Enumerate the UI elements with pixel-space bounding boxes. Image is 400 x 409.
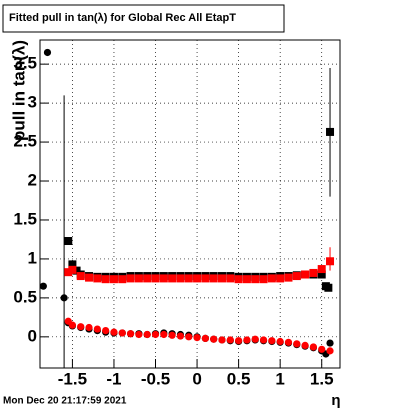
square-marker — [201, 274, 210, 283]
square-marker — [68, 265, 77, 274]
square-marker — [217, 274, 226, 283]
square-marker — [151, 274, 160, 283]
square-marker — [118, 275, 127, 284]
y-tick-label: 1.5 — [13, 209, 37, 228]
x-tick-label: 1 — [275, 369, 284, 388]
y-tick-label: 2.5 — [13, 132, 37, 151]
circle-marker — [77, 323, 85, 331]
plot-frame — [39, 39, 341, 369]
circle-marker — [193, 334, 201, 342]
title-box — [2, 4, 285, 33]
circle-marker — [160, 330, 168, 339]
x-tick-label: 1.5 — [310, 369, 334, 388]
circle-marker — [251, 335, 259, 343]
square-marker — [251, 275, 260, 284]
y-tick-label: 0 — [28, 326, 37, 345]
square-marker — [72, 266, 81, 275]
square-marker — [159, 274, 168, 283]
square-marker — [184, 274, 193, 283]
circle-marker — [259, 336, 268, 344]
y-tick-label: 3 — [28, 93, 37, 112]
square-marker — [226, 274, 235, 283]
x-tick-label: 0 — [192, 369, 201, 388]
x-axis-label: η — [331, 392, 340, 409]
circle-marker — [102, 327, 110, 335]
circle-marker — [268, 337, 276, 345]
y-tick-label: 1 — [28, 248, 37, 267]
circle-marker — [293, 340, 301, 348]
square-marker — [68, 260, 77, 269]
square-marker — [76, 272, 85, 281]
circle-marker — [284, 338, 293, 346]
y-tick-label: 2 — [28, 171, 37, 190]
circle-marker — [110, 328, 118, 336]
circle-marker — [201, 334, 209, 342]
circle-marker — [39, 282, 47, 290]
square-marker — [143, 274, 152, 283]
y-axis-label: pull in tan(λ) — [9, 40, 28, 141]
circle-marker — [176, 332, 185, 340]
timestamp: Mon Dec 20 21:17:59 2021 — [3, 396, 127, 407]
chart-title: Fitted pull in tan(λ) for Global Rec All… — [9, 12, 236, 24]
square-marker — [209, 274, 218, 283]
circle-marker — [235, 337, 243, 345]
circle-marker — [226, 336, 234, 344]
y-tick-label: 0.5 — [13, 287, 37, 306]
circle-marker — [126, 330, 135, 338]
square-marker — [309, 268, 318, 277]
square-marker — [85, 273, 94, 282]
circle-marker — [326, 339, 334, 347]
square-marker — [284, 273, 293, 282]
square-marker — [267, 274, 276, 283]
circle-marker — [318, 345, 326, 353]
circle-marker — [118, 329, 126, 337]
circle-marker — [218, 336, 226, 344]
square-marker — [101, 275, 110, 284]
square-marker — [134, 274, 143, 283]
circle-marker — [135, 330, 143, 339]
x-tick-label: -0.5 — [141, 369, 170, 388]
square-marker — [276, 274, 285, 283]
square-marker — [301, 270, 310, 279]
square-marker — [176, 274, 185, 283]
circle-marker — [301, 341, 309, 350]
y-tick-label: 3.5 — [13, 54, 37, 73]
square-marker — [64, 268, 73, 277]
square-marker — [93, 274, 102, 283]
circle-marker — [43, 48, 52, 57]
square-marker — [259, 275, 268, 284]
square-marker — [242, 275, 251, 284]
circle-marker — [93, 325, 101, 333]
circle-marker — [151, 330, 160, 339]
square-marker — [168, 274, 177, 283]
square-marker — [317, 270, 326, 279]
circle-marker — [168, 331, 176, 339]
circle-marker — [68, 321, 77, 329]
circle-marker — [243, 336, 251, 344]
x-tick-label: 0.5 — [227, 369, 251, 388]
square-marker — [326, 257, 335, 266]
circle-marker — [276, 337, 284, 346]
square-marker — [109, 275, 118, 284]
square-marker — [317, 265, 326, 274]
circle-marker — [210, 335, 218, 343]
circle-marker — [60, 294, 68, 302]
square-marker — [234, 275, 243, 284]
square-marker — [193, 274, 202, 283]
square-marker — [292, 272, 301, 281]
circle-marker — [185, 333, 193, 341]
x-tick-label: -1 — [106, 369, 121, 388]
circle-marker — [309, 343, 318, 351]
circle-marker — [143, 330, 151, 339]
square-marker — [64, 237, 73, 246]
square-marker — [326, 127, 335, 136]
circle-marker — [85, 323, 93, 332]
square-marker — [126, 274, 135, 283]
circle-marker — [326, 347, 334, 355]
square-marker — [324, 283, 333, 292]
x-tick-label: -1.5 — [58, 369, 87, 388]
